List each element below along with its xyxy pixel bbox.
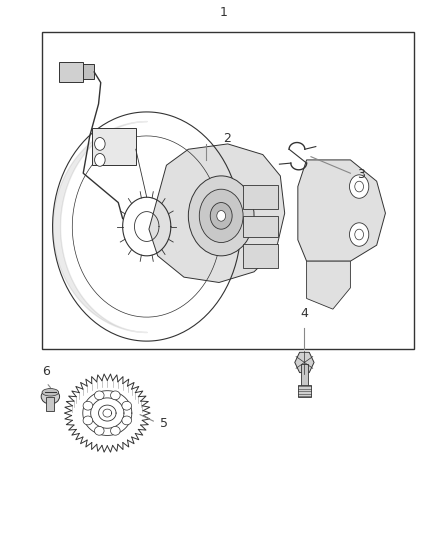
Ellipse shape [83, 416, 93, 425]
Bar [298, 385, 311, 397]
Circle shape [199, 189, 243, 243]
Ellipse shape [110, 426, 120, 435]
Bar [83, 64, 94, 79]
Ellipse shape [122, 416, 131, 425]
Bar [301, 364, 308, 386]
Ellipse shape [110, 391, 120, 400]
Polygon shape [149, 144, 285, 282]
Polygon shape [307, 261, 350, 309]
Text: 4: 4 [300, 307, 308, 320]
Text: 1: 1 [219, 6, 227, 19]
Circle shape [95, 138, 105, 150]
Circle shape [217, 211, 226, 221]
Polygon shape [298, 160, 385, 261]
Ellipse shape [41, 389, 60, 404]
Ellipse shape [95, 426, 104, 435]
Ellipse shape [83, 401, 93, 410]
Circle shape [350, 175, 369, 198]
Text: 3: 3 [357, 168, 365, 181]
Bar [243, 216, 278, 237]
Circle shape [210, 203, 232, 229]
Text: 5: 5 [160, 417, 168, 430]
Bar [243, 244, 278, 268]
Text: 2: 2 [223, 132, 231, 145]
Ellipse shape [42, 389, 59, 396]
Bar [46, 397, 54, 411]
Circle shape [95, 154, 105, 166]
Circle shape [350, 223, 369, 246]
Ellipse shape [122, 401, 131, 410]
Bar [92, 128, 136, 165]
Bar [243, 185, 278, 209]
Bar [42, 32, 414, 349]
Bar [59, 62, 83, 82]
Polygon shape [295, 352, 314, 373]
Text: 6: 6 [42, 366, 50, 378]
Circle shape [188, 176, 254, 256]
Ellipse shape [95, 391, 104, 400]
